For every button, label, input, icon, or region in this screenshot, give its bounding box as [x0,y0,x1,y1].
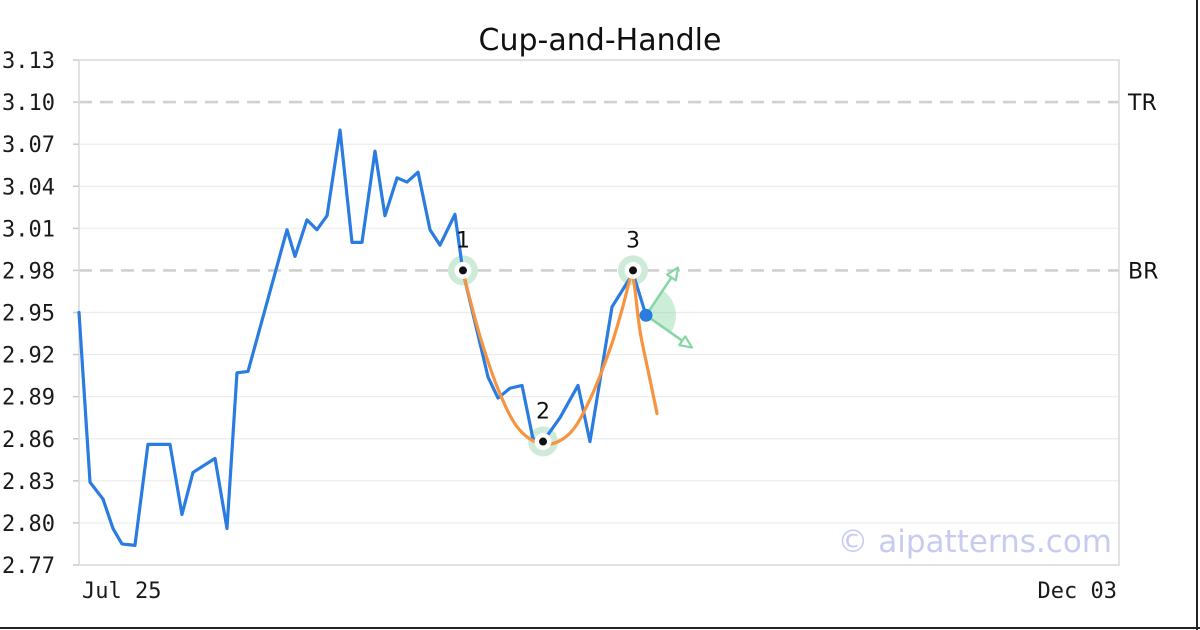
pattern-point-label: 2 [536,400,550,425]
y-tick-label: 3.07 [2,133,55,158]
x-tick-label: Dec 03 [1038,579,1117,604]
marker-halos-layer [447,255,649,457]
y-tick-label: 3.10 [2,91,55,116]
y-tick-label: 2.80 [2,512,55,537]
series-layer [77,128,659,547]
price-line [77,128,648,547]
projection-layer [644,266,694,349]
y-tick-label: 3.04 [2,175,55,200]
y-tick-label: 2.98 [2,259,55,284]
projection-fan [646,290,677,333]
projection-arrowhead [665,266,680,282]
level-label: TR [1127,91,1157,116]
y-tick-label: 2.77 [2,554,55,579]
pattern-point-dot [458,266,467,275]
pattern-point-label: 3 [626,228,640,253]
y-tick-label: 3.13 [2,49,55,74]
y-tick-label: 3.01 [2,217,55,242]
level-label: BR [1128,259,1158,284]
gridlines-layer: 3.13 3.10 3.07 3.04 3.01 2.98 2.95 2.92 2.89 2.86… [2,49,1158,604]
pattern-curve [461,270,659,446]
y-tick-label: 2.89 [2,386,55,411]
y-tick-label: 2.83 [2,470,55,495]
y-tick-label: 2.92 [2,344,55,369]
y-tick-label: 2.95 [2,302,55,327]
projection-arrowhead [678,335,694,349]
projection-dot [639,308,653,322]
projection-arrow-up [644,275,674,317]
pattern-point-dot [539,437,548,446]
y-tick-label: 2.86 [2,428,55,453]
right-border-line [1196,0,1198,630]
pattern-point-dot [629,266,638,275]
x-tick-label: Jul 25 [82,579,161,604]
markers-layer: 1 2 3 [454,228,653,451]
chart-title: Cup-and-Handle [478,23,722,58]
projection-arrow-down [645,314,685,343]
watermark-text: © aipatterns.com [837,524,1112,560]
bottom-border-line [0,627,1200,629]
pattern-point-label: 1 [456,228,470,253]
